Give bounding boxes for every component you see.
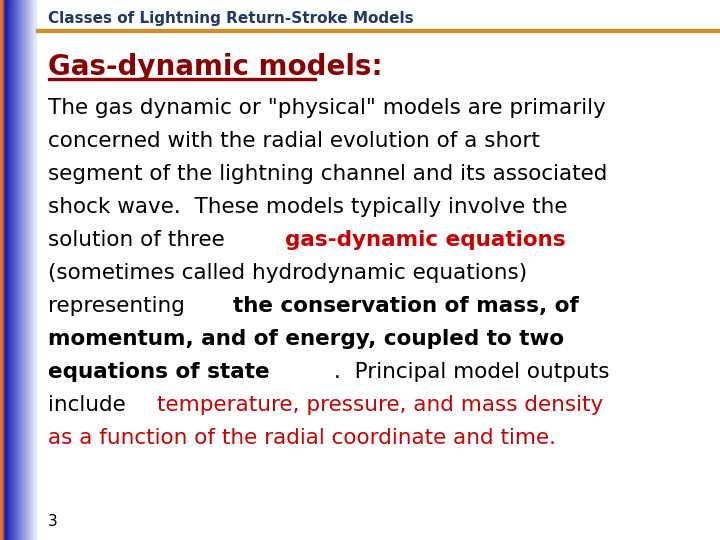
Bar <box>36 29 720 32</box>
Text: the conservation of mass, of: the conservation of mass, of <box>233 296 580 316</box>
Text: 3: 3 <box>48 515 58 530</box>
Bar <box>29 0 30 540</box>
Bar <box>34 0 35 540</box>
Bar <box>2 0 3 540</box>
Text: concerned with the radial evolution of a short: concerned with the radial evolution of a… <box>48 131 540 151</box>
Text: representing: representing <box>48 296 192 316</box>
Bar <box>17 0 18 540</box>
Bar <box>48 78 316 80</box>
Bar <box>4 0 5 540</box>
Bar <box>19 0 20 540</box>
Text: as a function of the radial coordinate and time.: as a function of the radial coordinate a… <box>48 428 556 448</box>
Text: (sometimes called hydrodynamic equations): (sometimes called hydrodynamic equations… <box>48 263 527 283</box>
Bar <box>8 0 9 540</box>
Bar <box>35 0 36 540</box>
Bar <box>32 0 33 540</box>
Bar <box>23 0 24 540</box>
Bar <box>26 0 27 540</box>
Bar <box>7 0 8 540</box>
Bar <box>18 0 19 540</box>
Bar <box>20 0 21 540</box>
Bar <box>11 0 12 540</box>
Text: segment of the lightning channel and its associated: segment of the lightning channel and its… <box>48 164 608 184</box>
Bar <box>6 0 7 540</box>
Bar <box>15 0 16 540</box>
Text: Gas-dynamic models:: Gas-dynamic models: <box>48 53 382 81</box>
Text: The gas dynamic or "physical" models are primarily: The gas dynamic or "physical" models are… <box>48 98 606 118</box>
Bar <box>22 0 23 540</box>
Text: Classes of Lightning Return-Stroke Models: Classes of Lightning Return-Stroke Model… <box>48 10 413 25</box>
Bar <box>25 0 26 540</box>
Bar <box>33 0 34 540</box>
Bar <box>31 0 32 540</box>
Text: momentum, and of energy, coupled to two: momentum, and of energy, coupled to two <box>48 329 564 349</box>
Text: solution of three: solution of three <box>48 230 232 250</box>
Bar <box>10 0 11 540</box>
Bar <box>24 0 25 540</box>
Bar <box>28 0 29 540</box>
Bar <box>13 0 14 540</box>
Bar <box>30 0 31 540</box>
Bar <box>3 0 4 540</box>
Text: gas-dynamic equations: gas-dynamic equations <box>285 230 566 250</box>
Text: shock wave.  These models typically involve the: shock wave. These models typically invol… <box>48 197 567 217</box>
Bar <box>14 0 15 540</box>
Text: include: include <box>48 395 132 415</box>
Bar <box>9 0 10 540</box>
Text: equations of state: equations of state <box>48 362 269 382</box>
Bar <box>27 0 28 540</box>
Bar <box>1 0 2 540</box>
Bar <box>0 0 1 540</box>
Bar <box>12 0 13 540</box>
Text: .  Principal model outputs: . Principal model outputs <box>334 362 609 382</box>
Bar <box>5 0 6 540</box>
Bar <box>21 0 22 540</box>
Bar <box>16 0 17 540</box>
Text: temperature, pressure, and mass density: temperature, pressure, and mass density <box>157 395 603 415</box>
